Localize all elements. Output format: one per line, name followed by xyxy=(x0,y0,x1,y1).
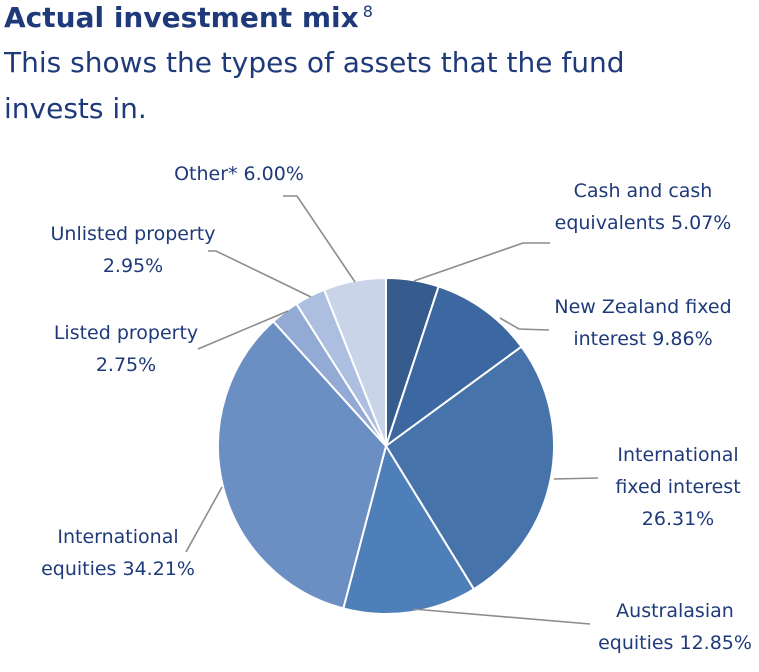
slice-label-line: 2.75% xyxy=(96,354,156,376)
leader-line xyxy=(208,250,312,298)
leader-line xyxy=(553,477,599,480)
slice-label-line: International xyxy=(57,526,178,548)
slice-label-line: Other* 6.00% xyxy=(174,163,304,185)
slice-label-line: New Zealand fixed xyxy=(554,296,731,318)
slice-label-line: International xyxy=(617,444,738,466)
leader-lines xyxy=(185,195,599,625)
chart-title-text: Actual investment mix xyxy=(4,1,359,34)
slice-label-line: Listed property xyxy=(54,322,198,344)
slice-label: Cash and cash equivalents 5.07% xyxy=(555,180,732,234)
slice-label-line: Australasian xyxy=(616,600,734,622)
chart-subtitle: This shows the types of assets that the … xyxy=(4,46,625,125)
leader-line xyxy=(499,317,550,331)
slice-labels: Cash and cash equivalents 5.07% New Zealan… xyxy=(41,163,752,654)
pie-slice xyxy=(384,285,523,449)
slice-label: Other* 6.00% xyxy=(174,163,304,185)
slice-label: International equities 34.21% xyxy=(41,526,195,580)
pie-slice xyxy=(384,345,555,591)
leader-line xyxy=(413,242,550,282)
leader-line xyxy=(185,486,223,553)
slice-label: International fixed interest 26.31% xyxy=(615,444,740,530)
slice-label-line: fixed interest xyxy=(615,476,740,498)
slice-label: Australasian equities 12.85% xyxy=(598,600,752,654)
slice-label-line: equities 12.85% xyxy=(598,632,752,654)
pie-slices xyxy=(217,276,555,615)
slice-label: Unlisted property 2.95% xyxy=(51,223,216,277)
chart-title: Actual investment mix 8 xyxy=(4,0,373,36)
pie-slice xyxy=(217,319,388,610)
leader-line xyxy=(197,310,289,350)
slice-label: New Zealand fixed interest 9.86% xyxy=(554,296,731,350)
leader-line xyxy=(412,608,591,625)
slice-label-line: 2.95% xyxy=(103,255,163,277)
slice-label: Listed property 2.75% xyxy=(54,322,198,376)
slice-label-line: interest 9.86% xyxy=(573,328,712,350)
slice-label-line: 26.31% xyxy=(642,508,714,530)
slice-label-line: Cash and cash xyxy=(574,180,713,202)
leader-line xyxy=(283,195,356,283)
footnote-marker: 8 xyxy=(362,2,373,21)
slice-label-line: equities 34.21% xyxy=(41,558,195,580)
slice-label-line: Unlisted property xyxy=(51,223,216,245)
slice-label-line: equivalents 5.07% xyxy=(555,212,732,234)
